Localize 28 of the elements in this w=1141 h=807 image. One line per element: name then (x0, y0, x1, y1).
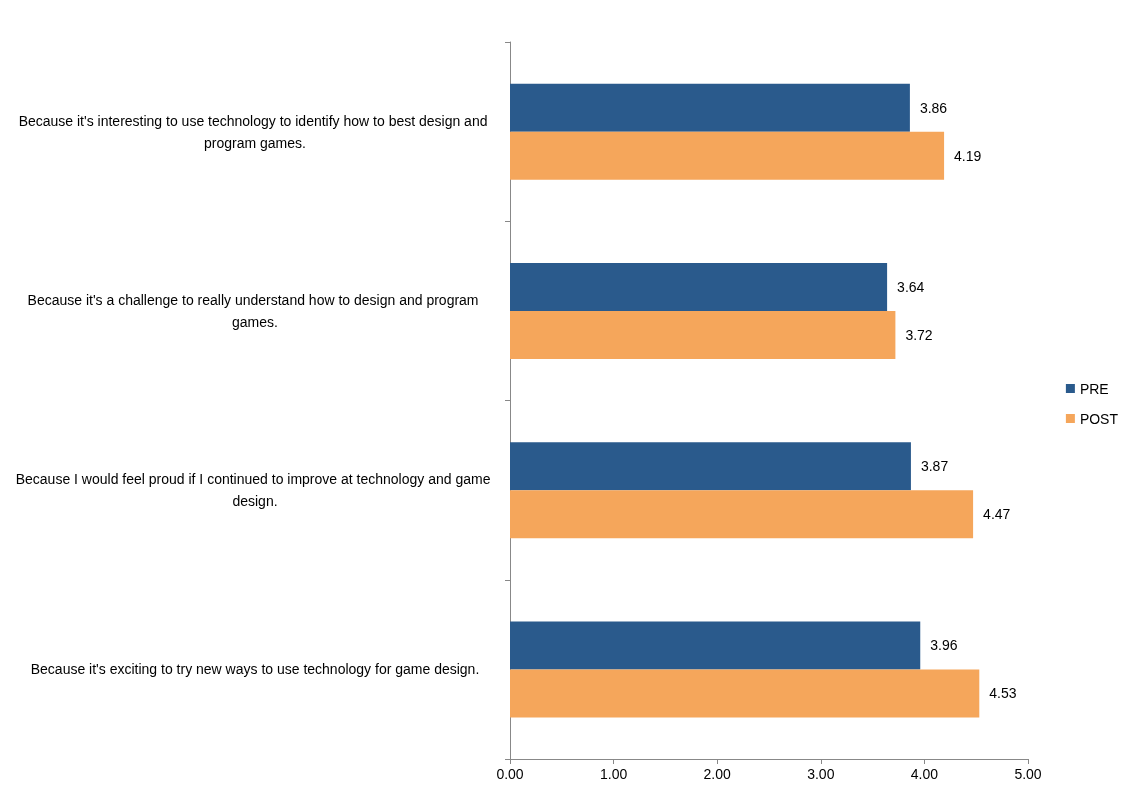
bar (510, 310, 896, 359)
data-label: 4.53 (989, 685, 1017, 702)
bar (510, 262, 888, 311)
bar (510, 490, 974, 539)
x-tick-label: 0.00 (496, 766, 524, 782)
data-label: 3.72 (905, 326, 933, 343)
data-label: 4.47 (983, 506, 1011, 523)
y-tick-label: Because I would feel proud if I continued to improve at technology and game design. (15, 471, 495, 510)
data-label: 3.86 (919, 99, 948, 116)
bar (510, 621, 921, 670)
data-label: 4.19 (954, 147, 982, 164)
bar (510, 83, 910, 132)
y-tick-label: Because it's interesting to use technology to identify how to best design and program games. (18, 112, 492, 151)
x-tick-label: 3.00 (807, 766, 835, 782)
bar (510, 131, 945, 180)
x-tick-label: 1.00 (599, 766, 628, 782)
y-tick-label: Because it's exciting to try new ways to use technology for game design. (30, 661, 480, 678)
legend-label: PRE (1079, 380, 1109, 397)
data-label: 3.96 (930, 637, 958, 654)
y-tick-label: Because it's a challenge to really understand how to design and program games. (27, 291, 483, 330)
x-tick-label: 2.00 (703, 766, 732, 782)
bar (510, 442, 911, 491)
data-label: 3.87 (920, 458, 949, 475)
bar (510, 669, 980, 718)
x-tick-label: 4.00 (910, 766, 939, 782)
legend-label: POST (1079, 410, 1119, 427)
x-tick-label: 5.00 (1014, 766, 1042, 782)
data-label: 3.64 (897, 278, 925, 295)
